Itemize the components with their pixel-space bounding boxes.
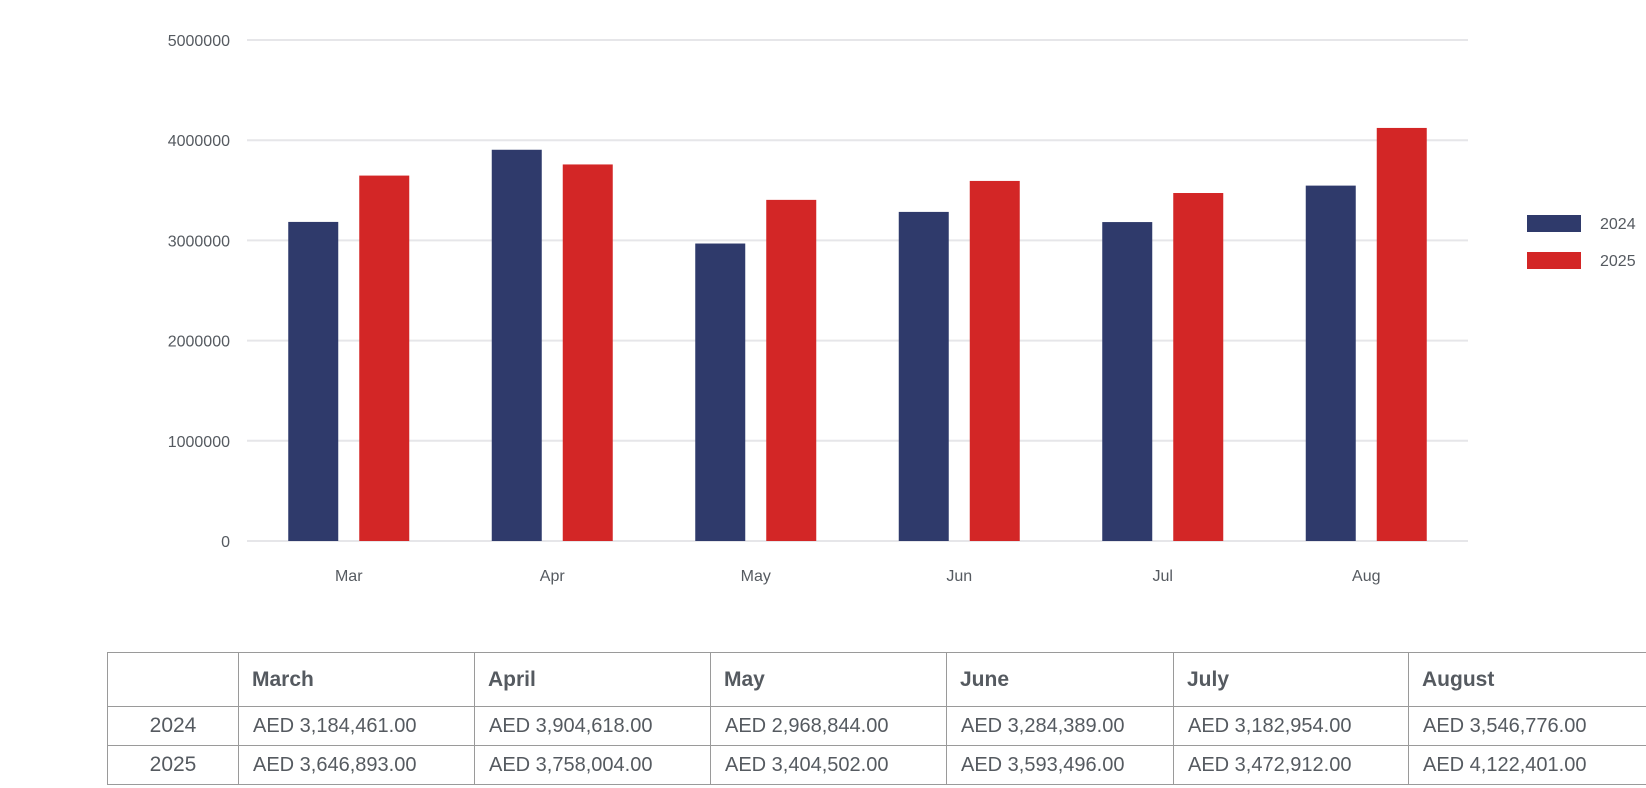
- bar-2024-jul: [1102, 222, 1153, 542]
- table-row-label: 2024: [107, 706, 239, 746]
- table-row: 2024 AED 3,184,461.00 AED 3,904,618.00 A…: [107, 706, 1646, 746]
- y-tick-label: 4000000: [168, 133, 230, 150]
- x-tick-label: Mar: [335, 568, 363, 585]
- bar-2025-aug: [1376, 127, 1427, 541]
- bar-2025-mar: [359, 175, 410, 542]
- bar-2024-jun: [898, 211, 949, 541]
- y-tick-label: 1000000: [168, 434, 230, 451]
- bar-2025-jun: [969, 180, 1020, 541]
- legend-swatch-2025: [1527, 252, 1581, 269]
- table-cell: AED 4,122,401.00: [1408, 745, 1646, 785]
- chart-gridlines: [247, 39, 1468, 542]
- bar-2025-may: [766, 199, 817, 541]
- table-header-cell: March: [238, 652, 475, 707]
- table-header-cell: August: [1408, 652, 1646, 707]
- y-tick-label: 3000000: [168, 233, 230, 250]
- table-cell: AED 3,646,893.00: [238, 745, 475, 785]
- table-cell: AED 3,904,618.00: [474, 706, 711, 746]
- y-tick-label: 0: [221, 534, 230, 551]
- table-cell: AED 3,546,776.00: [1408, 706, 1646, 746]
- table-header-cell: July: [1173, 652, 1409, 707]
- table-cell: AED 3,472,912.00: [1173, 745, 1409, 785]
- x-tick-label: Jul: [1153, 568, 1173, 585]
- x-tick-label: Jun: [946, 568, 972, 585]
- x-tick-label: Apr: [540, 568, 566, 585]
- x-tick-label: Aug: [1352, 568, 1380, 585]
- legend-label-2025: 2025: [1600, 253, 1636, 270]
- legend-label-2024: 2024: [1600, 216, 1636, 233]
- bar-2024-mar: [288, 221, 339, 542]
- monthly-data-table: March April May June July August 2024 AE…: [107, 652, 1646, 785]
- x-tick-label: May: [741, 568, 771, 585]
- table-cell: AED 3,404,502.00: [710, 745, 947, 785]
- chart-legend: 2024 2025: [1527, 215, 1636, 270]
- bar-2024-apr: [491, 149, 542, 542]
- table-header-cell: May: [710, 652, 947, 707]
- table-row-label: 2025: [107, 745, 239, 785]
- table-cell: AED 3,284,389.00: [946, 706, 1174, 746]
- table-cell: AED 3,184,461.00: [238, 706, 475, 746]
- table-cell: AED 3,758,004.00: [474, 745, 711, 785]
- table-cell: AED 3,182,954.00: [1173, 706, 1409, 746]
- table-cell: AED 3,593,496.00: [946, 745, 1174, 785]
- table-cell: AED 2,968,844.00: [710, 706, 947, 746]
- table-header-corner: [107, 652, 239, 707]
- revenue-bar-chart: 0 1000000 2000000 3000000 4000000 5000000 Mar…: [168, 33, 1636, 585]
- legend-swatch-2024: [1527, 215, 1581, 232]
- table-header-cell: June: [946, 652, 1174, 707]
- bar-2024-aug: [1305, 185, 1356, 542]
- y-tick-label: 5000000: [168, 33, 230, 50]
- bar-2024-may: [695, 243, 746, 541]
- table-header-row: March April May June July August: [107, 652, 1646, 707]
- table-header-cell: April: [474, 652, 711, 707]
- chart-bars: [288, 127, 1427, 542]
- bar-2025-apr: [562, 164, 613, 541]
- x-axis-ticks: Mar Apr May Jun Jul Aug: [335, 568, 1381, 585]
- table-row: 2025 AED 3,646,893.00 AED 3,758,004.00 A…: [107, 745, 1646, 785]
- y-axis-ticks: 0 1000000 2000000 3000000 4000000 5000000: [168, 33, 230, 551]
- bar-2025-jul: [1173, 193, 1224, 541]
- y-tick-label: 2000000: [168, 334, 230, 351]
